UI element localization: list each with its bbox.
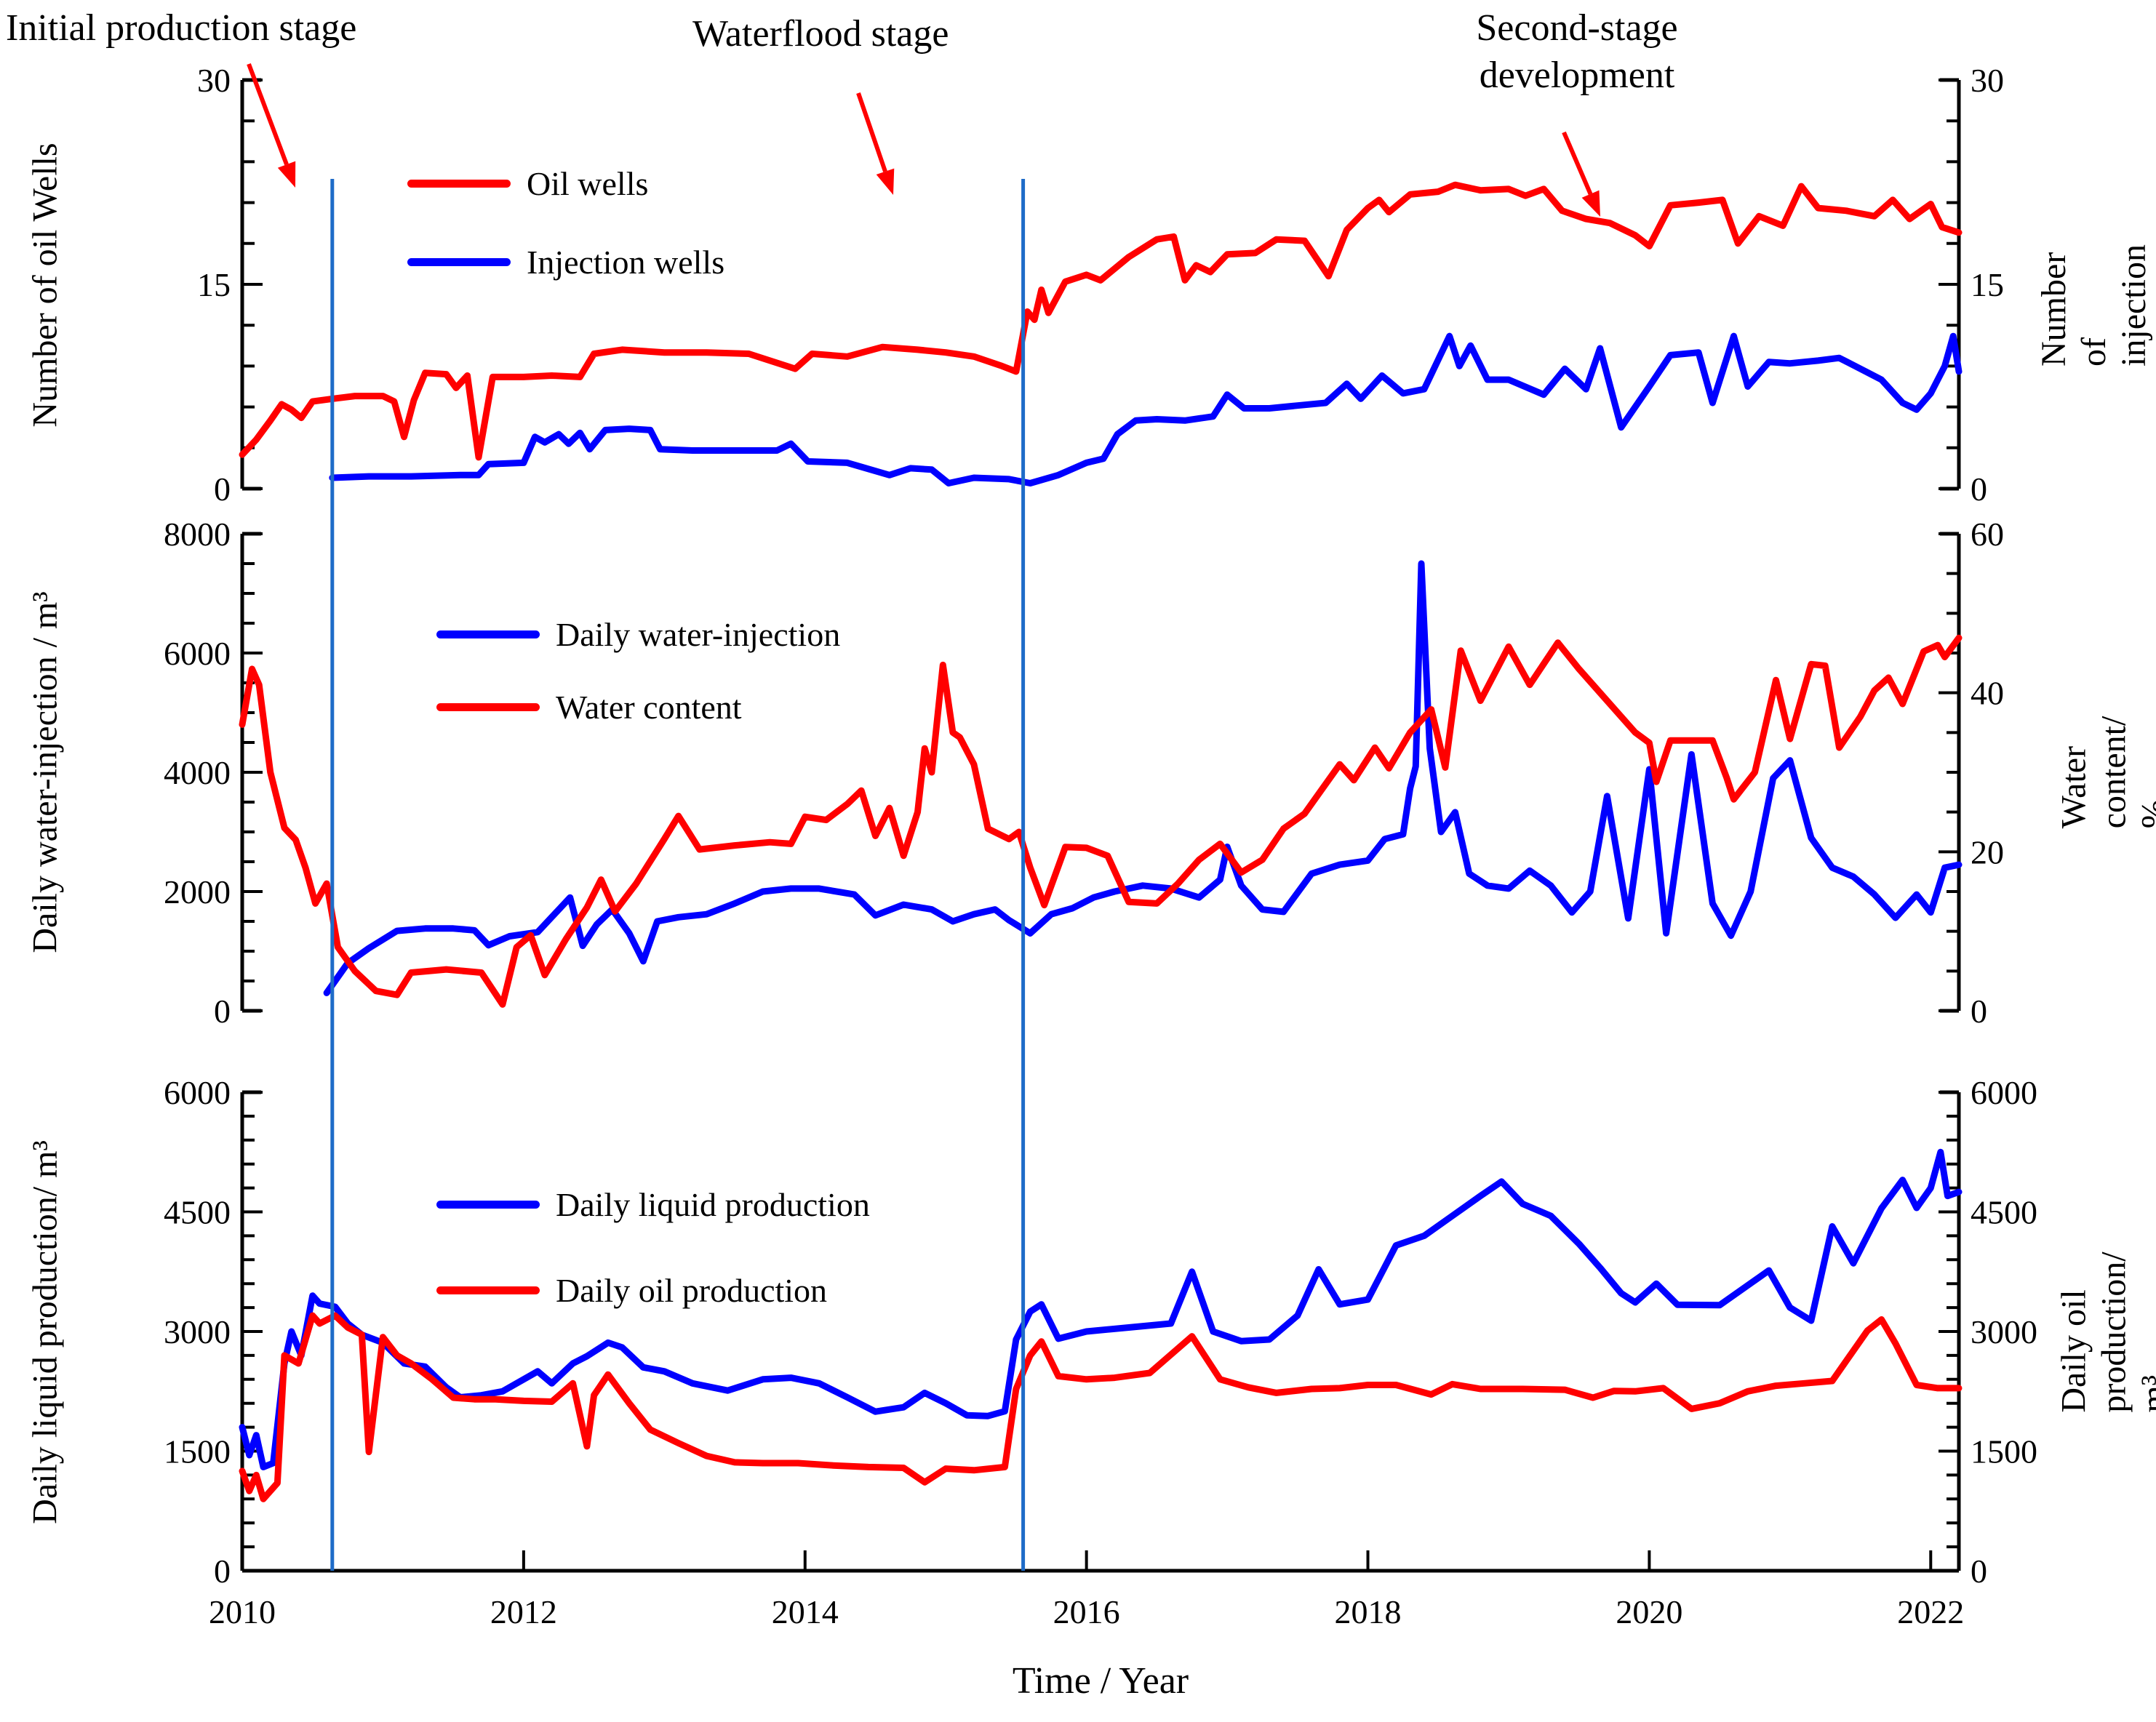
panel1-right-tick-label: 30	[1971, 62, 2004, 99]
axis-title-oil-production: Daily oil production/ m³	[2054, 1252, 2156, 1413]
axis-title-injection-wells: Number of injection Wells	[2035, 244, 2156, 367]
x-tick-label: 2014	[772, 1593, 839, 1630]
legend-daily-liquid-production: Daily liquid production	[436, 1185, 870, 1224]
x-tick-label: 2022	[1897, 1593, 1964, 1630]
waterflood-stage-arrow	[856, 92, 887, 172]
panel3-left-tick-label: 4500	[164, 1194, 231, 1231]
panel1-left-tick-label: 15	[197, 266, 231, 303]
daily-oil-production-line	[239, 1312, 1963, 1502]
panel1-left-tick-label: 30	[197, 62, 231, 99]
legend-label: Oil wells	[527, 165, 649, 202]
panel1-right-tick-label: 0	[1971, 470, 1987, 508]
panel3-right-tick-label: 4500	[1971, 1194, 2037, 1231]
panel2-left-tick-label: 0	[214, 993, 231, 1030]
panel2-right-tick-label: 40	[1971, 675, 2004, 712]
waterflood-stage-arrowhead	[876, 168, 895, 195]
panel3-right-tick-label: 1500	[1971, 1433, 2037, 1470]
axis-title-oil-wells: Number of oil Wells	[25, 143, 65, 428]
panel2-left-tick-label: 8000	[164, 516, 231, 553]
annotation-initial-production-stage: Initial production stage	[6, 7, 357, 49]
panel2-left-tick-label: 4000	[164, 754, 231, 791]
injection-wells-line	[329, 332, 1963, 486]
panel3-left-tick-label: 6000	[164, 1074, 231, 1111]
legend-daily-water-injection: Daily water-injection	[436, 615, 840, 654]
legend-label: Daily water-injection	[556, 616, 841, 653]
axis-title-liquid-production: Daily liquid production/ m³	[25, 1140, 65, 1524]
panel1-left-tick-label: 0	[214, 470, 231, 508]
legend-label: Injection wells	[527, 244, 725, 281]
legend-label: Daily liquid production	[556, 1186, 870, 1223]
panel2-right-tick-label: 60	[1971, 516, 2004, 553]
daily-oil-production-swatch	[436, 1286, 540, 1294]
annotation-waterflood-stage: Waterflood stage	[692, 13, 949, 55]
panel2-right-tick-label: 0	[1971, 993, 1987, 1030]
panel3-left-tick-label: 1500	[164, 1433, 231, 1470]
panel2-left-tick-label: 2000	[164, 873, 231, 910]
legend-label: Daily oil production	[556, 1272, 828, 1309]
injection-wells-swatch	[407, 258, 511, 266]
axis-title-water-content: Water content/ %	[2054, 716, 2156, 829]
second-stage-development-arrowhead	[1581, 190, 1600, 217]
water-content-swatch	[436, 703, 540, 711]
x-tick-label: 2018	[1335, 1593, 1402, 1630]
annotation-second-stage-development: Second-stage development	[1476, 7, 1678, 96]
water-content-line	[239, 634, 1963, 1008]
x-tick-label: 2012	[490, 1593, 557, 1630]
panel3-right-tick-label: 3000	[1971, 1313, 2037, 1350]
legend-injection-wells: Injection wells	[407, 243, 724, 281]
daily-water-injection-swatch	[436, 630, 540, 638]
x-tick-label: 2010	[209, 1593, 276, 1630]
second-stage-development-arrow	[1562, 131, 1593, 195]
axis-title-water-injection: Daily water-injection / m³	[25, 591, 65, 953]
panel1-right-tick-label: 15	[1971, 266, 2004, 303]
panel2-left-tick-label: 6000	[164, 635, 231, 672]
initial-production-stage-arrow	[247, 63, 289, 166]
legend-oil-wells: Oil wells	[407, 164, 648, 203]
daily-water-injection-line	[323, 560, 1963, 996]
panel3-left-tick-label: 0	[214, 1553, 231, 1590]
panel2-right-tick-label: 20	[1971, 833, 2004, 870]
panel3-right-tick-label: 0	[1971, 1553, 1987, 1590]
oil-wells-line	[239, 181, 1963, 461]
panel3-left-tick-label: 3000	[164, 1313, 231, 1350]
initial-production-stage-arrowhead	[277, 161, 296, 188]
legend-daily-oil-production: Daily oil production	[436, 1271, 827, 1310]
x-tick-label: 2020	[1616, 1593, 1682, 1630]
daily-liquid-production-swatch	[436, 1201, 540, 1209]
x-axis-title: Time / Year	[1012, 1660, 1189, 1702]
legend-water-content: Water content	[436, 688, 742, 726]
panel3-right-tick-label: 6000	[1971, 1074, 2037, 1111]
oil-wells-swatch	[407, 180, 511, 188]
x-tick-label: 2016	[1053, 1593, 1120, 1630]
legend-label: Water content	[556, 689, 742, 726]
